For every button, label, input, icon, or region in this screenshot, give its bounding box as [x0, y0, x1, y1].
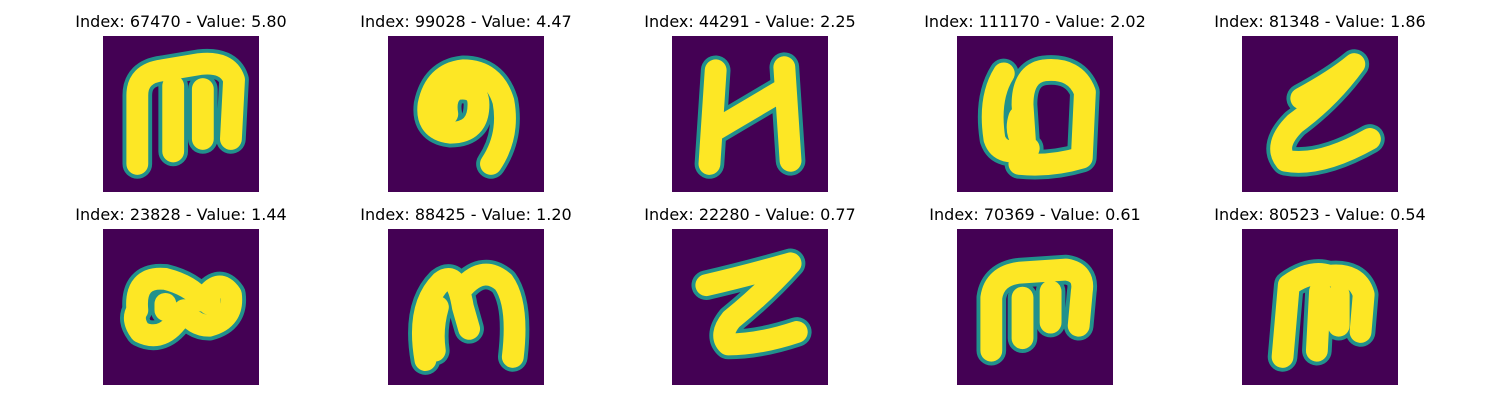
- panel-title: Index: 111170 - Value: 2.02: [924, 12, 1146, 31]
- panel-title: Index: 88425 - Value: 1.20: [360, 205, 572, 224]
- image-panel: Index: 99028 - Value: 4.47: [346, 12, 586, 202]
- character-glyph-svg: [672, 36, 828, 192]
- character-image: [1242, 229, 1398, 385]
- panel-title: Index: 81348 - Value: 1.86: [1214, 12, 1426, 31]
- character-glyph-svg: [957, 229, 1113, 385]
- panel-title: Index: 44291 - Value: 2.25: [644, 12, 856, 31]
- image-panel: Index: 70369 - Value: 0.61: [915, 205, 1155, 395]
- image-panel: Index: 88425 - Value: 1.20: [346, 205, 586, 395]
- character-glyph-svg: [672, 229, 828, 385]
- character-image: [672, 229, 828, 385]
- panel-title: Index: 67470 - Value: 5.80: [75, 12, 287, 31]
- character-image: [103, 229, 259, 385]
- character-image: [957, 229, 1113, 385]
- character-image: [103, 36, 259, 192]
- character-glyph-svg: [1242, 36, 1398, 192]
- image-panel: Index: 44291 - Value: 2.25: [630, 12, 870, 202]
- character-image: [1242, 36, 1398, 192]
- panel-title: Index: 23828 - Value: 1.44: [75, 205, 287, 224]
- character-image: [957, 36, 1113, 192]
- image-panel: Index: 23828 - Value: 1.44: [61, 205, 301, 395]
- panel-title: Index: 80523 - Value: 0.54: [1214, 205, 1426, 224]
- panel-title: Index: 22280 - Value: 0.77: [644, 205, 856, 224]
- panel-title: Index: 70369 - Value: 0.61: [929, 205, 1141, 224]
- character-glyph-svg: [388, 36, 544, 192]
- character-glyph-svg: [103, 36, 259, 192]
- character-glyph-svg: [388, 229, 544, 385]
- image-panel: Index: 80523 - Value: 0.54: [1200, 205, 1440, 395]
- image-panel: Index: 67470 - Value: 5.80: [61, 12, 301, 202]
- image-panel: Index: 111170 - Value: 2.02: [915, 12, 1155, 202]
- panel-title: Index: 99028 - Value: 4.47: [360, 12, 572, 31]
- character-glyph-svg: [957, 36, 1113, 192]
- character-image: [388, 229, 544, 385]
- character-glyph-svg: [103, 229, 259, 385]
- character-image: [672, 36, 828, 192]
- character-glyph-svg: [1242, 229, 1398, 385]
- image-panel: Index: 22280 - Value: 0.77: [630, 205, 870, 395]
- image-panel: Index: 81348 - Value: 1.86: [1200, 12, 1440, 202]
- character-image: [388, 36, 544, 192]
